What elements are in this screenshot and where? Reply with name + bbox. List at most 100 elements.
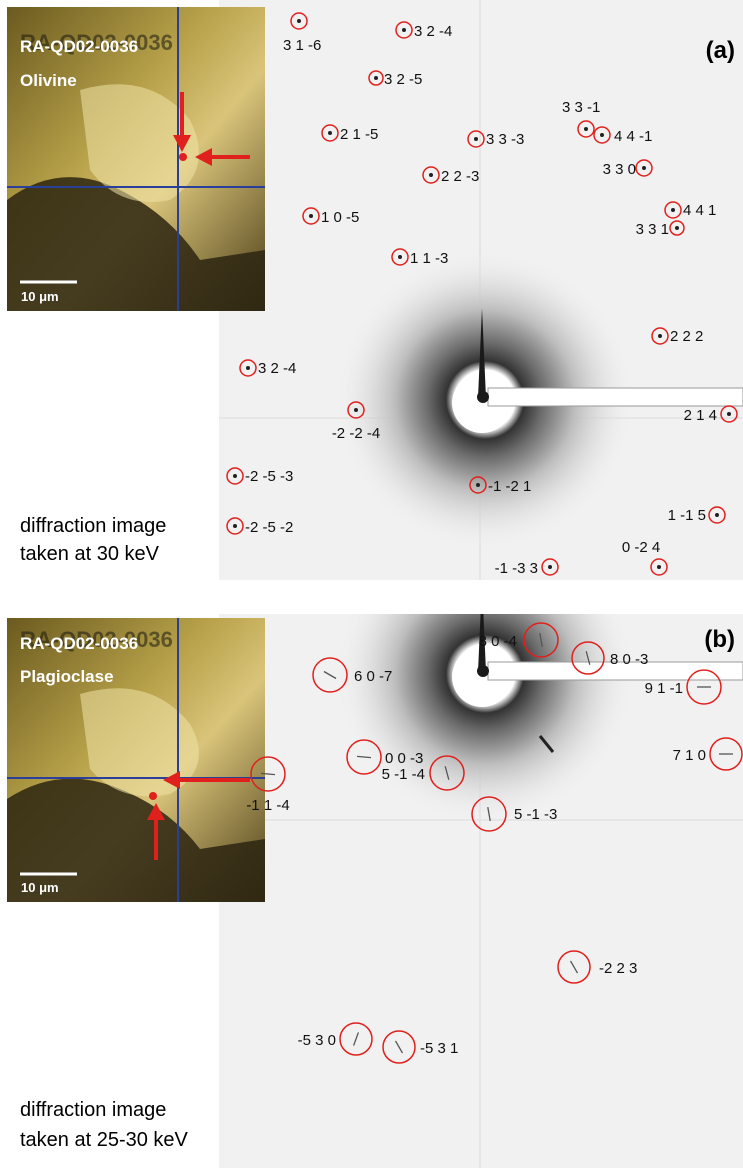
reflection--2_-5_-3: -2 -5 -3: [226, 467, 293, 485]
reflection-2_2_-3: 2 2 -3: [422, 166, 479, 185]
reflection-circle: [467, 130, 485, 148]
reflection-3_2_-5: 3 2 -5: [368, 70, 422, 88]
reflection-circle: [651, 327, 669, 345]
reflection-circle: [302, 207, 320, 225]
reflection-label: -5 3 0: [298, 1032, 336, 1049]
reflection-3_3_1: 3 3 1: [636, 220, 685, 238]
reflection-3_1_-6: 3 1 -6: [283, 12, 321, 54]
diffraction-spot: [585, 651, 591, 665]
beamstop-arm: [478, 614, 486, 672]
reflection-label: -1 1 -4: [246, 797, 289, 814]
diffraction-spot: [600, 133, 604, 137]
reflection-label: 5 -1 -4: [382, 766, 425, 783]
analysis-spot: [149, 792, 157, 800]
sample-id-label: RA-QD02-0036: [20, 634, 138, 653]
reflection--1_-2_1: -1 -2 1: [469, 476, 531, 495]
diffraction-spot: [539, 632, 543, 648]
reflection-circle: [650, 558, 668, 576]
reflection-circle: [708, 506, 726, 524]
diffraction-spot: [374, 76, 378, 80]
reflection-3_3_-3: 3 3 -3: [467, 130, 524, 148]
diffraction-spot: [352, 1032, 360, 1046]
reflection-circle: [312, 657, 348, 693]
reflection-circle: [239, 359, 257, 377]
reflection-circle: [290, 12, 308, 30]
diffraction-image-a: RA-QD02-0036 RA-QD02-0036 Olivine 10 μm …: [7, 0, 743, 580]
reflection-circle: [571, 641, 605, 675]
reflection-circle: [635, 159, 653, 177]
reflection-label: 9 1 -1: [645, 680, 683, 697]
reflection-circle: [422, 166, 440, 184]
reflection-label: -1 -3 3: [495, 560, 538, 577]
arrow-left-head: [195, 148, 212, 166]
diffraction-spot: [548, 565, 552, 569]
panel-b: RA-QD02-0036 RA-QD02-0036 Plagioclase 10…: [0, 584, 743, 1168]
reflection-label: 8 0 -3: [610, 651, 648, 668]
diffraction-spot: [297, 19, 301, 23]
reflection-label: 3 2 -5: [384, 71, 422, 88]
reflection-label: 1 1 -3: [410, 250, 448, 267]
reflection-label: -2 -5 -2: [245, 519, 293, 536]
reflection-5_-1_-3: 5 -1 -3: [471, 796, 557, 832]
mineral-label: Plagioclase: [20, 667, 114, 686]
diffraction-spot: [715, 513, 719, 517]
reflection-3_2_-4: 3 2 -4: [395, 21, 452, 40]
reflection--5_3_1: -5 3 1: [382, 1030, 458, 1064]
sample-id-ghost: RA-QD02-0036: [20, 627, 173, 652]
diffraction-spot: [233, 524, 237, 528]
reflection-label: 1 -1 5: [668, 507, 706, 524]
reflection-0_-2_4: 0 -2 4: [622, 539, 668, 576]
diffraction-spot: [584, 127, 588, 131]
sample-id-ghost: RA-QD02-0036: [20, 30, 173, 55]
reflection-2_1_-5: 2 1 -5: [321, 124, 378, 143]
reflection-markers-a: 3 1 -6 3 2 -4 3 2 -5 2 1 -5 3 3 -3 3 3 -1 4 4 …: [226, 12, 738, 577]
reflection-circle: [226, 467, 244, 485]
panel-letter-a: (a): [706, 37, 735, 64]
reflection-circle: [429, 755, 465, 791]
reflection-circle: [321, 124, 339, 142]
analysis-spot: [179, 153, 187, 161]
reflection-label: 4 4 -1: [614, 128, 652, 145]
beamstop-holder: [487, 387, 743, 407]
reflection-circle: [709, 737, 743, 771]
beamstop-arm: [478, 308, 486, 398]
reflection-label: 3 2 -4: [414, 23, 452, 40]
diffraction-image-b: RA-QD02-0036 RA-QD02-0036 Plagioclase 10…: [7, 614, 743, 1168]
reflection-label: 2 2 2: [670, 328, 703, 345]
reflection-circle: [339, 1022, 373, 1056]
reflection-label: 0 0 -3: [385, 750, 423, 767]
reflection-circle: [523, 622, 559, 658]
reflection-0_0_-3: 0 0 -3: [346, 739, 423, 775]
reflection-3_3_-1: 3 3 -1: [562, 99, 600, 138]
reflection-4_4_1: 4 4 1: [664, 201, 716, 219]
reflection-2_1_4: 2 1 4: [684, 405, 738, 424]
reflection-label: 3 3 0: [603, 161, 636, 178]
reflection-label: 3 3 -3: [486, 131, 524, 148]
scale-bar-label: 10 μm: [21, 289, 59, 304]
reflection-label: 1 0 -5: [321, 209, 359, 226]
reflection-circle: [669, 220, 685, 236]
arrow-down-head: [173, 135, 191, 152]
caption-line-2: taken at 30 keV: [20, 543, 160, 565]
reflection-6_0_-7: 6 0 -7: [312, 657, 392, 693]
diffraction-spot: [398, 255, 402, 259]
reflection-circle: [226, 517, 244, 535]
diffraction-spot: [356, 755, 372, 759]
reflection--1_1_-4: -1 1 -4: [246, 756, 290, 814]
diffraction-spot: [402, 28, 406, 32]
diffraction-spot: [246, 366, 250, 370]
diffraction-spot: [658, 334, 662, 338]
diffraction-spot: [328, 131, 332, 135]
reflection-label: -2 2 3: [599, 960, 637, 977]
reflection-circle: [382, 1030, 416, 1064]
diffraction-spot: [569, 960, 579, 974]
diffraction-spot: [657, 565, 661, 569]
reflection-7_1_0: 7 1 0: [673, 737, 743, 771]
diffraction-spot: [429, 173, 433, 177]
reflection-1_-1_5: 1 -1 5: [668, 506, 726, 524]
micrograph-inset-a: RA-QD02-0036 RA-QD02-0036 Olivine 10 μm: [7, 7, 265, 311]
reflection-circle: [346, 739, 382, 775]
reflection-circle: [250, 756, 286, 792]
diffraction-spot: [642, 166, 646, 170]
reflection-circle: [347, 401, 365, 419]
